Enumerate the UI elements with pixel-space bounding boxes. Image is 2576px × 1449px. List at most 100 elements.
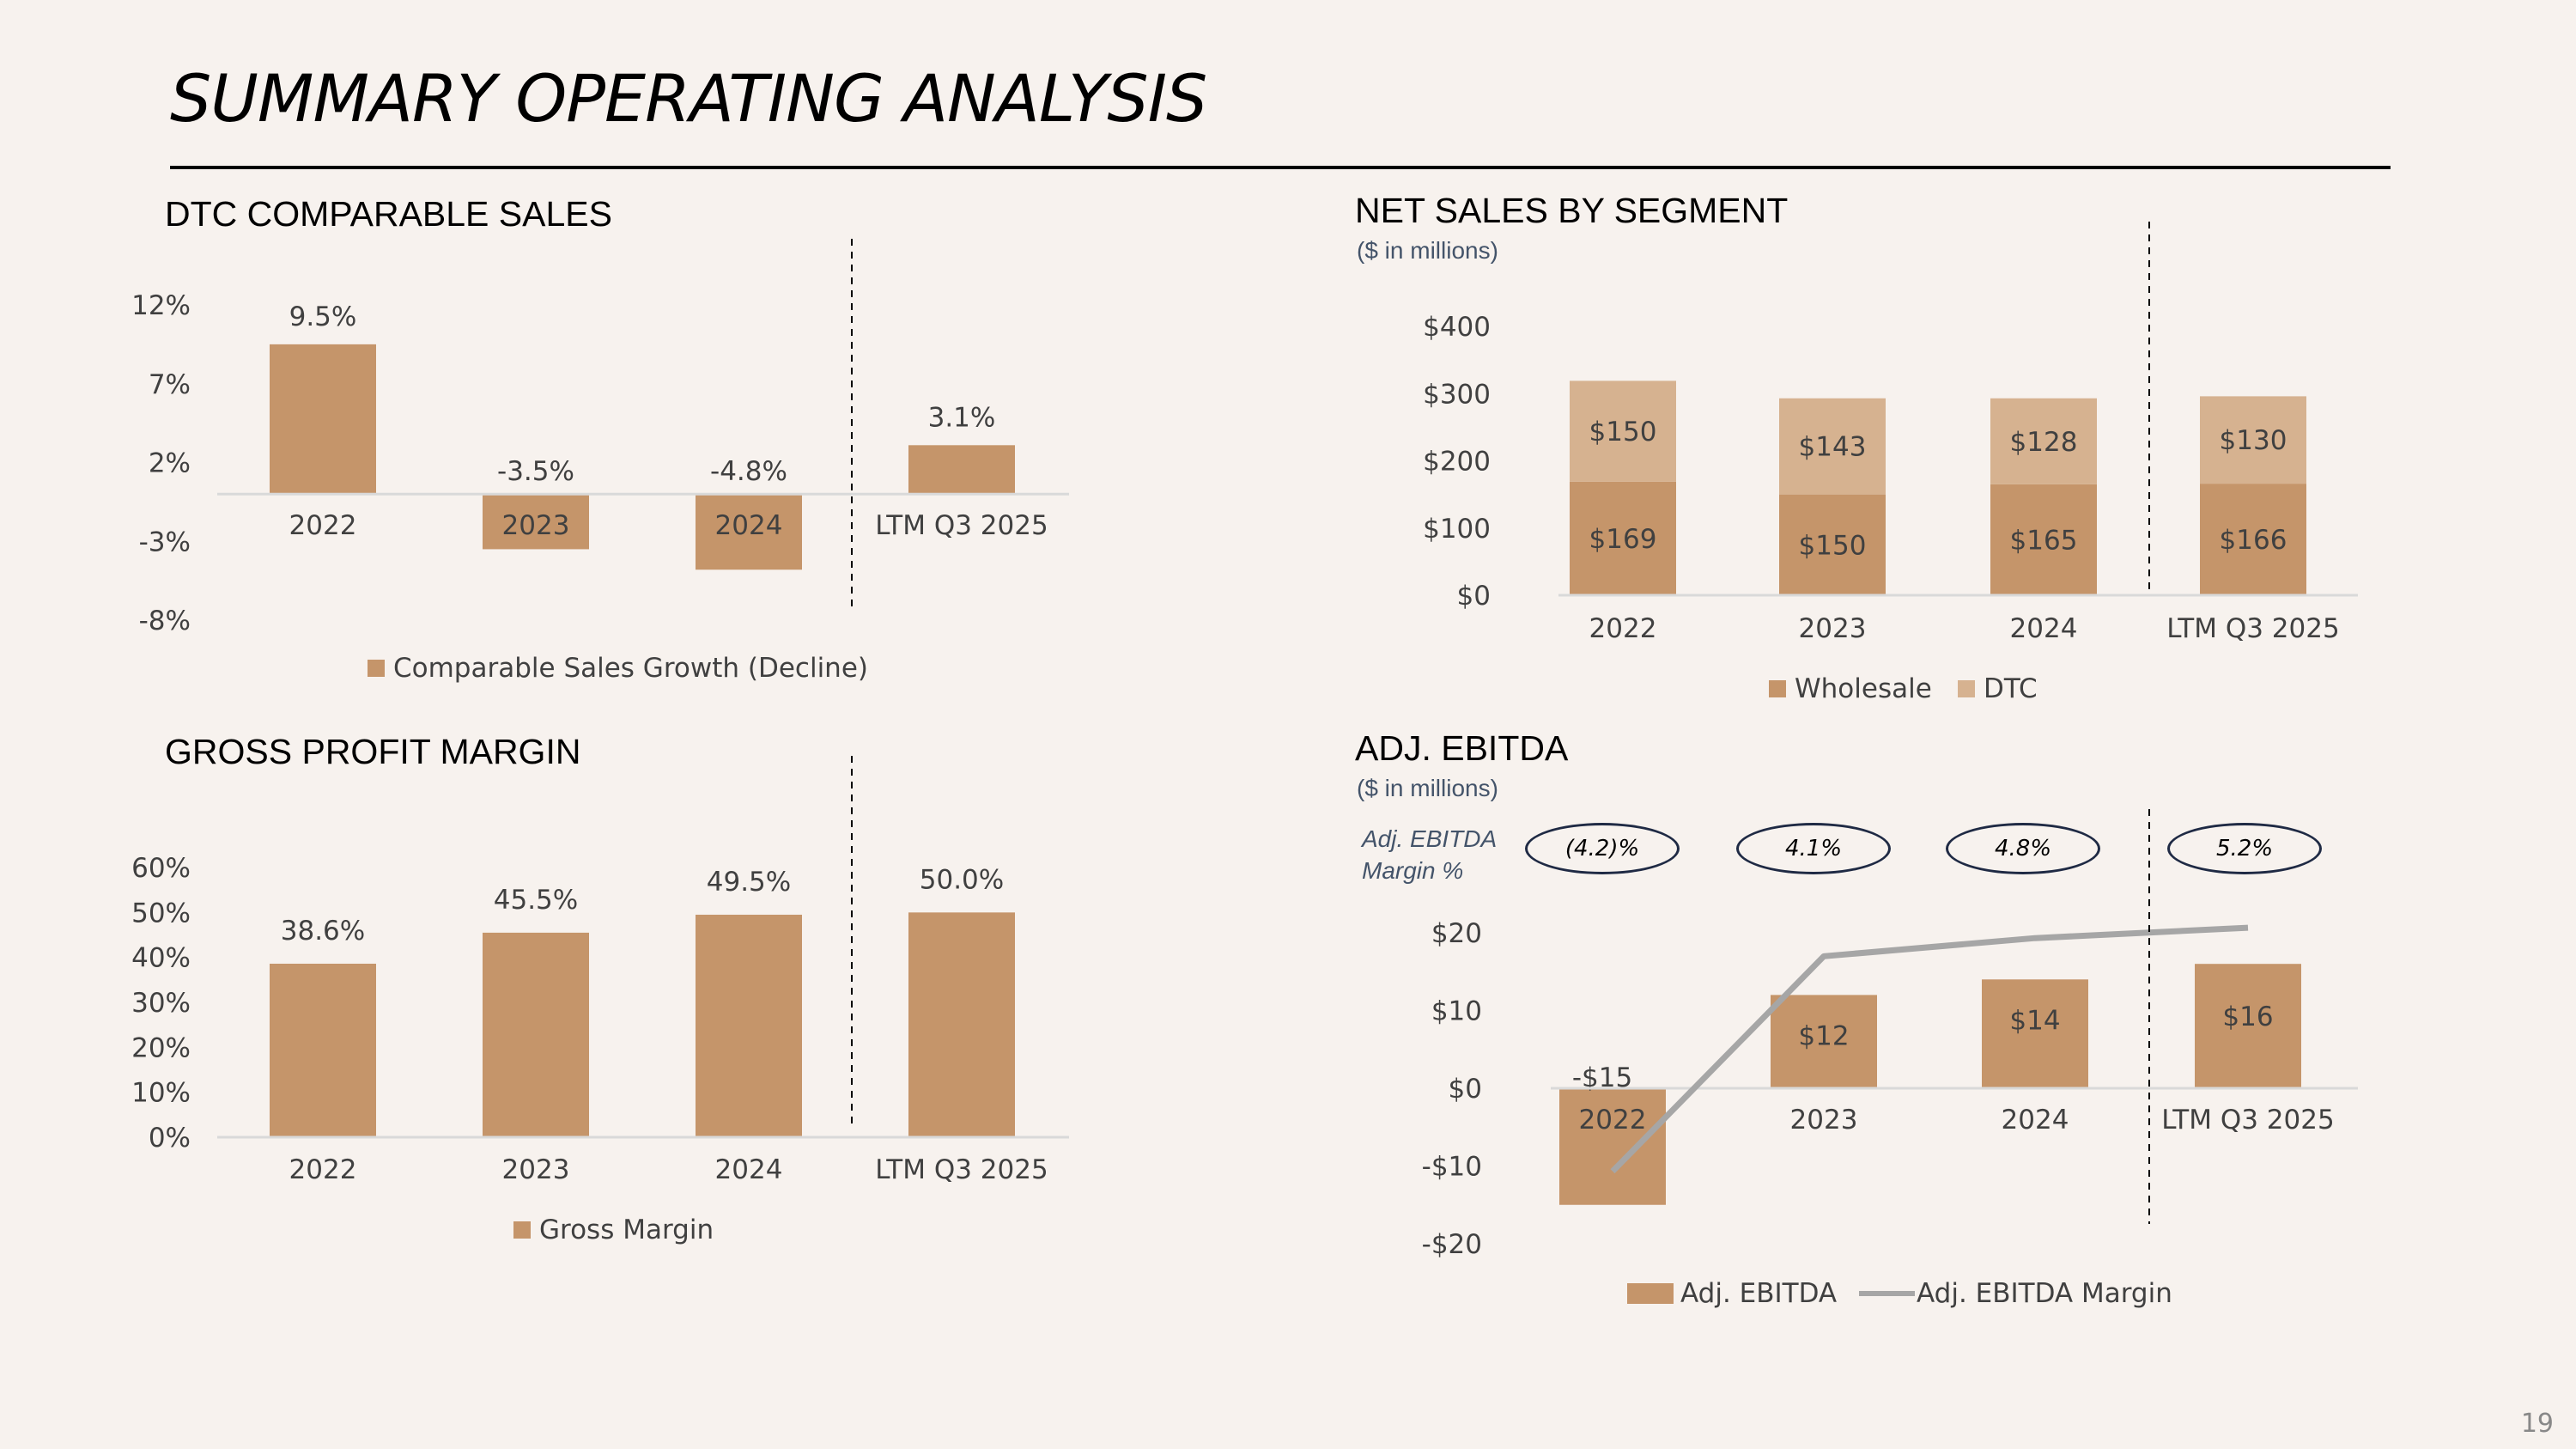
y-tick-label: $0 xyxy=(1457,581,1491,612)
x-tick-label: LTM Q3 2025 xyxy=(875,1154,1048,1185)
y-tick-label: 12% xyxy=(131,290,191,321)
data-label: 49.5% xyxy=(707,867,791,898)
legend-swatch xyxy=(1958,680,1975,697)
bar xyxy=(270,963,376,1137)
y-tick-label: 60% xyxy=(131,853,191,884)
bar xyxy=(1982,979,2088,1088)
margin-line xyxy=(1610,924,2249,1174)
bar xyxy=(270,344,376,495)
bar xyxy=(908,445,1015,495)
legend-swatch xyxy=(1627,1283,1674,1304)
x-tick-label: 2024 xyxy=(715,1154,783,1185)
data-label: -3.5% xyxy=(497,456,574,487)
stacked-bar-segment xyxy=(1779,398,1886,495)
x-tick-label: 2022 xyxy=(289,510,357,541)
data-label: $150 xyxy=(1799,530,1867,561)
legend-label: Gross Margin xyxy=(539,1215,714,1245)
legend-label: DTC xyxy=(1984,673,2038,704)
dtc-chart-title: DTC COMPARABLE SALES xyxy=(165,194,612,234)
legend-label: Wholesale xyxy=(1795,673,1932,704)
data-label: $169 xyxy=(1589,524,1657,555)
legend-swatch xyxy=(513,1221,531,1239)
ebitda-chart-title: ADJ. EBITDA xyxy=(1355,728,1569,768)
data-label: $14 xyxy=(2009,1005,2060,1036)
x-tick-label: 2022 xyxy=(289,1154,357,1185)
y-tick-label: $400 xyxy=(1423,312,1491,343)
ebitda-margin-pill: 5.2% xyxy=(2167,823,2322,874)
data-label: 45.5% xyxy=(494,885,578,916)
page-number: 19 xyxy=(2520,1409,2554,1439)
stacked-bar-segment xyxy=(1570,381,1676,482)
y-tick-label: -$10 xyxy=(1422,1152,1482,1183)
data-label: $166 xyxy=(2220,525,2287,556)
legend-label: Adj. EBITDA xyxy=(1680,1278,1837,1309)
legend-swatch xyxy=(368,660,385,677)
x-tick-label: 2023 xyxy=(502,1154,570,1185)
x-tick-label: LTM Q3 2025 xyxy=(2166,613,2339,644)
data-label: $150 xyxy=(1589,417,1657,447)
y-tick-label: 30% xyxy=(131,988,191,1019)
x-tick-label: 2023 xyxy=(502,510,570,541)
stacked-bar-segment xyxy=(1990,398,2097,484)
data-label: 38.6% xyxy=(281,916,365,947)
bar xyxy=(483,932,589,1137)
y-tick-label: -3% xyxy=(139,527,191,557)
x-tick-label: 2022 xyxy=(1579,1105,1647,1135)
ebitda-margin-row-label: Adj. EBITDA Margin % xyxy=(1362,825,1497,884)
y-tick-label: 50% xyxy=(131,898,191,928)
y-tick-label: 10% xyxy=(131,1078,191,1109)
y-tick-label: $10 xyxy=(1431,996,1482,1027)
bar xyxy=(2195,964,2301,1088)
y-tick-label: -8% xyxy=(139,606,191,636)
y-tick-label: 20% xyxy=(131,1032,191,1063)
data-label: $16 xyxy=(2222,1002,2273,1032)
data-label: -4.8% xyxy=(710,456,787,487)
y-tick-label: $20 xyxy=(1431,918,1482,949)
y-tick-label: 0% xyxy=(149,1123,191,1154)
y-tick-label: 2% xyxy=(149,448,191,479)
bar xyxy=(696,914,802,1137)
data-label: $130 xyxy=(2220,425,2287,456)
y-tick-label: -$20 xyxy=(1422,1229,1482,1260)
x-tick-label: LTM Q3 2025 xyxy=(875,510,1048,541)
bar xyxy=(1559,1088,1666,1205)
stacked-bar-segment xyxy=(2200,484,2306,595)
x-tick-label: 2023 xyxy=(1790,1105,1858,1135)
stacked-bar-segment xyxy=(1570,481,1676,595)
gross-margin-chart-title: GROSS PROFIT MARGIN xyxy=(165,732,581,771)
ebitda-subtitle: ($ in millions) xyxy=(1357,775,1498,801)
data-label: 9.5% xyxy=(289,301,357,332)
x-tick-label: 2024 xyxy=(2002,1105,2069,1135)
stacked-bar-segment xyxy=(1779,494,1886,595)
page-title: SUMMARY OPERATING ANALYSIS xyxy=(170,60,1207,137)
legend-label: Comparable Sales Growth (Decline) xyxy=(393,653,868,684)
data-label: $165 xyxy=(2010,525,2078,556)
stacked-bar-segment xyxy=(1990,484,2097,595)
legend-swatch xyxy=(1769,680,1786,697)
data-label: 3.1% xyxy=(928,402,996,433)
ebitda-margin-pill: (4.2)% xyxy=(1525,823,1680,874)
x-tick-label: LTM Q3 2025 xyxy=(2161,1105,2334,1135)
ebitda-margin-pill: 4.1% xyxy=(1736,823,1891,874)
data-label: $128 xyxy=(2010,427,2078,458)
legend-label: Adj. EBITDA Margin xyxy=(1917,1278,2172,1309)
ebitda-margin-pill: 4.8% xyxy=(1946,823,2100,874)
title-divider xyxy=(170,166,2391,169)
bar xyxy=(483,494,589,550)
data-label: 50.0% xyxy=(920,864,1004,895)
x-tick-label: 2024 xyxy=(715,510,783,541)
stacked-bar-segment xyxy=(2200,396,2306,484)
data-label: $12 xyxy=(1798,1020,1849,1051)
bar xyxy=(908,912,1015,1137)
x-tick-label: 2023 xyxy=(1799,613,1867,644)
net-sales-subtitle: ($ in millions) xyxy=(1357,237,1498,264)
y-tick-label: $0 xyxy=(1449,1074,1482,1105)
net-sales-chart-title: NET SALES BY SEGMENT xyxy=(1355,191,1789,230)
y-tick-label: 7% xyxy=(149,369,191,400)
y-tick-label: $300 xyxy=(1423,379,1491,410)
y-tick-label: $200 xyxy=(1423,447,1491,478)
y-tick-label: 40% xyxy=(131,943,191,974)
x-tick-label: 2024 xyxy=(2010,613,2078,644)
x-tick-label: 2022 xyxy=(1589,613,1657,644)
